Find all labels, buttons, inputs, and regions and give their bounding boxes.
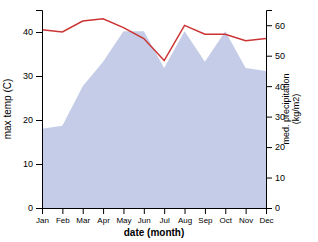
tick-mark [144,208,145,214]
tick: Jun [138,208,151,225]
tick-mark [185,208,186,214]
tick-label: 50 [275,51,285,61]
tick: Jan [36,208,49,225]
area [42,31,266,208]
tick: Sep [198,208,213,225]
tick-mark [36,32,42,33]
tick-label: Mar [76,216,90,225]
tick: 50 [266,51,285,61]
marks [42,19,266,208]
tick: 30 [23,71,42,81]
tick-label: Feb [56,216,70,225]
line [42,19,266,61]
tick-mark [205,208,206,214]
tick-mark [36,208,42,209]
y-axis: 0 10 20 30 40 [23,11,43,214]
tick: Apr [97,208,110,225]
tick: Mar [76,208,90,225]
y2-axis-title: med. precipitation(kg/m2) [281,73,301,144]
tick-mark [36,164,42,165]
tick-mark [164,208,165,214]
tick-label: Sep [198,216,213,225]
tick-mark [83,208,84,214]
x-axis-title: date (month) [124,227,185,238]
tick-label: 10 [23,159,33,169]
tick-label: Oct [220,216,233,225]
tick-mark [36,76,42,77]
tick-mark [266,117,272,118]
tick-mark [266,86,272,87]
tick-label: Jul [160,216,170,225]
tick-mark [62,208,63,214]
y2-axis-title-line: (kg/m2) [291,94,301,125]
tick: 20 [23,115,42,125]
tick-label: May [116,216,131,225]
tick: May [116,208,131,225]
tick: Dec [259,208,273,225]
tick-label: 20 [23,115,33,125]
tick-mark [266,147,272,148]
tick-label: 10 [275,173,285,183]
tick-label: 60 [275,21,285,31]
tick-label: Jun [138,216,151,225]
tick: 0 [266,203,280,213]
tick-mark [266,208,272,209]
y2-axis-title-line: med. precipitation [281,73,291,144]
tick: Feb [56,208,70,225]
tick-label: 30 [23,71,33,81]
tick: Jul [160,208,170,225]
y-axis-title: max temp (C) [2,79,13,140]
tick-label: 0 [275,203,280,213]
tick: 40 [23,27,42,37]
tick-label: 40 [23,27,33,37]
tick: 10 [23,159,42,169]
tick-mark [266,178,272,179]
tick-mark [266,25,272,26]
tick-label: 0 [28,203,33,213]
tick-label: Aug [178,216,192,225]
tick-label: Jan [36,216,49,225]
axis-line [36,11,43,209]
tick-mark [103,208,104,214]
tick-mark [123,208,124,214]
tick-label: Dec [259,216,273,225]
tick: Oct [220,208,233,225]
tick-label: Apr [97,216,110,225]
tick-mark [266,56,272,57]
tick: Aug [178,208,192,225]
tick: 60 [266,21,285,31]
tick-mark [36,120,42,121]
tick: Nov [239,208,253,225]
chart: JanFebMarAprMayJunJulAugSepOctNovDec0102… [0,0,318,242]
plot: JanFebMarAprMayJunJulAugSepOctNovDec0102… [23,11,285,225]
tick-label: Nov [239,216,253,225]
axis-line [43,209,267,215]
axis-line [267,11,273,209]
x-axis: Jan Feb Mar Apr May Jun Jul Aug Sep Oct Nov Dec [36,208,274,225]
tick: 10 [266,173,285,183]
tick-mark [225,208,226,214]
tick-mark [246,208,247,214]
tick: 0 [28,203,42,213]
